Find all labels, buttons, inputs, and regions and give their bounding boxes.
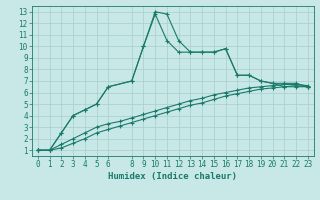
X-axis label: Humidex (Indice chaleur): Humidex (Indice chaleur) [108,172,237,181]
